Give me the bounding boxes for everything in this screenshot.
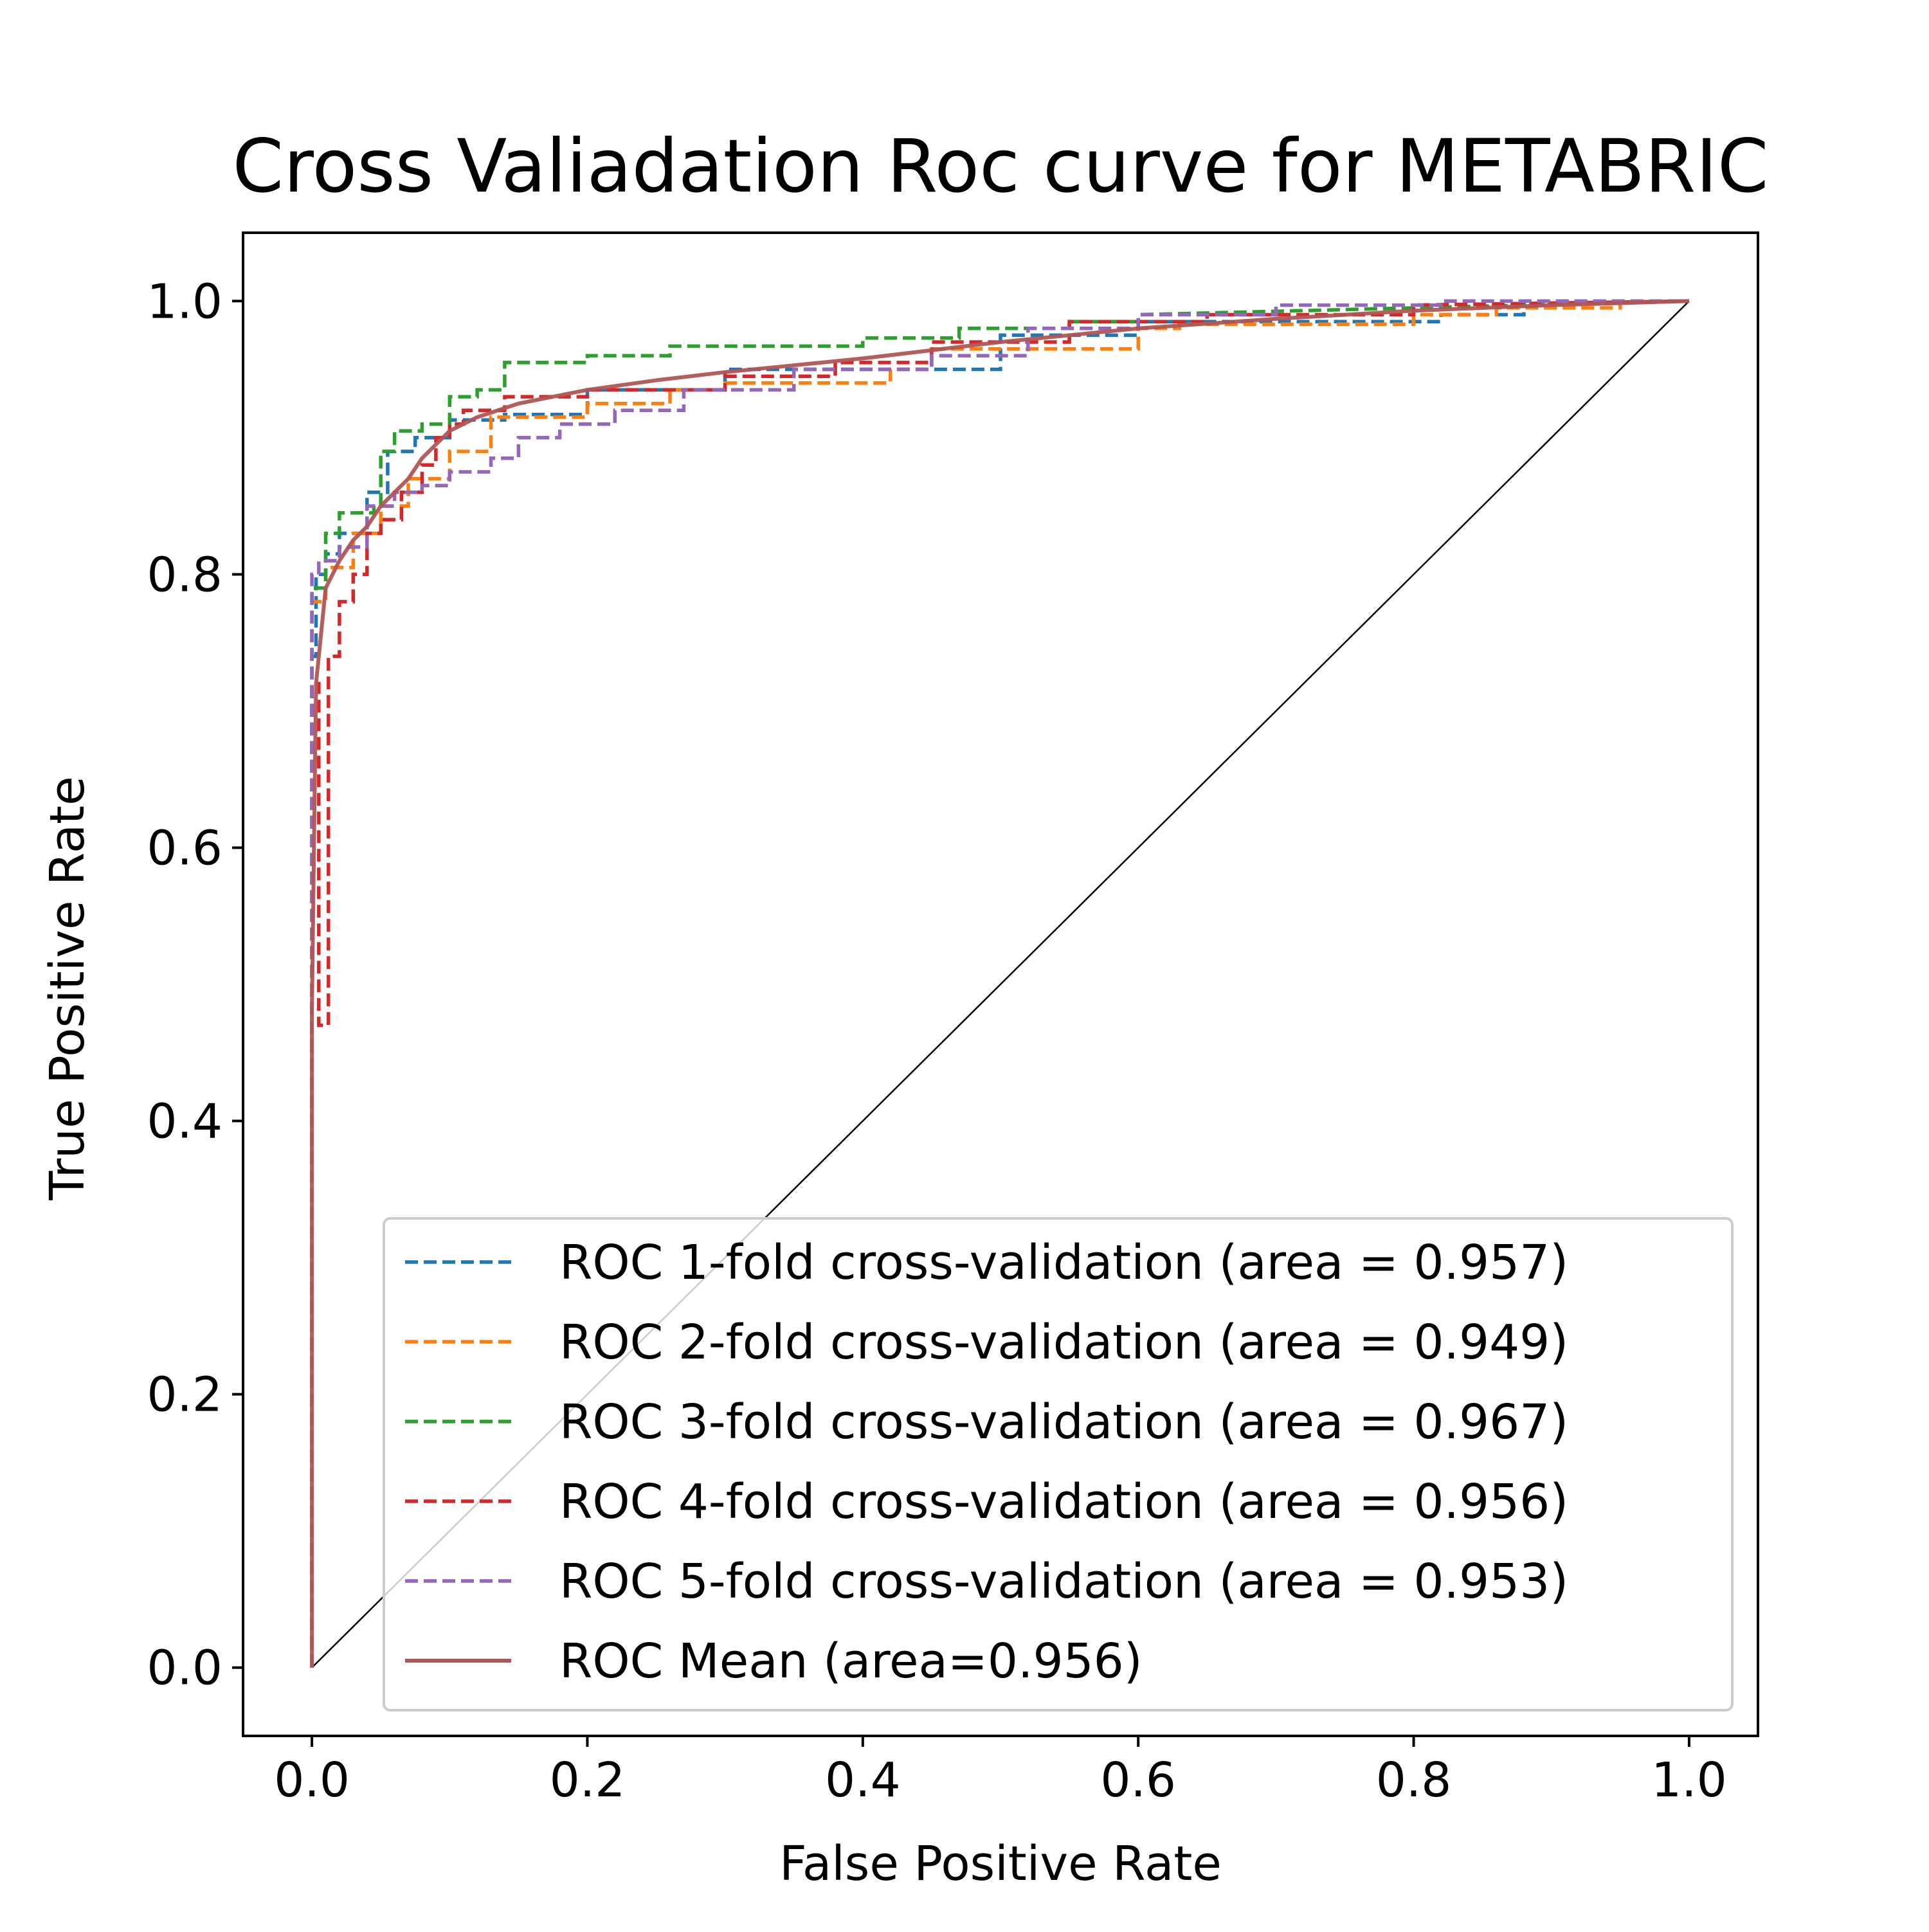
x-axis-label: False Positive Rate xyxy=(779,1836,1222,1891)
y-tick-label: 1.0 xyxy=(147,274,222,329)
series-line-4 xyxy=(310,299,1689,1668)
y-tick-label: 0.8 xyxy=(147,547,222,602)
legend-label-4: ROC 4-fold cross-validation (area = 0.95… xyxy=(559,1474,1568,1530)
plot-frame xyxy=(242,231,1759,1737)
chart-title: Cross Valiadation Roc curve for METABRIC xyxy=(233,123,1769,209)
y-tick-label: 0.2 xyxy=(147,1368,222,1423)
legend-box xyxy=(383,1217,1734,1711)
x-tick-label: 0.6 xyxy=(1100,1753,1176,1808)
x-tick-label: 1.0 xyxy=(1651,1753,1727,1808)
legend-label-3: ROC 3-fold cross-validation (area = 0.96… xyxy=(559,1395,1568,1450)
y-tick-label: 0.0 xyxy=(147,1641,222,1696)
legend-label-1: ROC 1-fold cross-validation (area = 0.95… xyxy=(559,1235,1568,1290)
legend: ROC 1-fold cross-validation (area = 0.95… xyxy=(383,1217,1734,1711)
x-tick-label: 0.0 xyxy=(274,1753,350,1808)
y-tick-label: 0.4 xyxy=(147,1094,222,1150)
y-axis-label: True Positive Rate xyxy=(40,776,95,1200)
series-line-6 xyxy=(310,299,1689,1668)
x-tick-label: 0.2 xyxy=(550,1753,626,1808)
legend-label-5: ROC 5-fold cross-validation (area = 0.95… xyxy=(559,1554,1568,1609)
x-tick-label: 0.8 xyxy=(1376,1753,1452,1808)
legend-label-2: ROC 2-fold cross-validation (area = 0.94… xyxy=(559,1315,1568,1370)
legend-label-6: ROC Mean (area=0.956) xyxy=(559,1634,1143,1689)
x-tick-label: 0.4 xyxy=(825,1753,901,1808)
y-tick-label: 0.6 xyxy=(147,820,222,876)
series-line-3 xyxy=(310,299,1689,1668)
